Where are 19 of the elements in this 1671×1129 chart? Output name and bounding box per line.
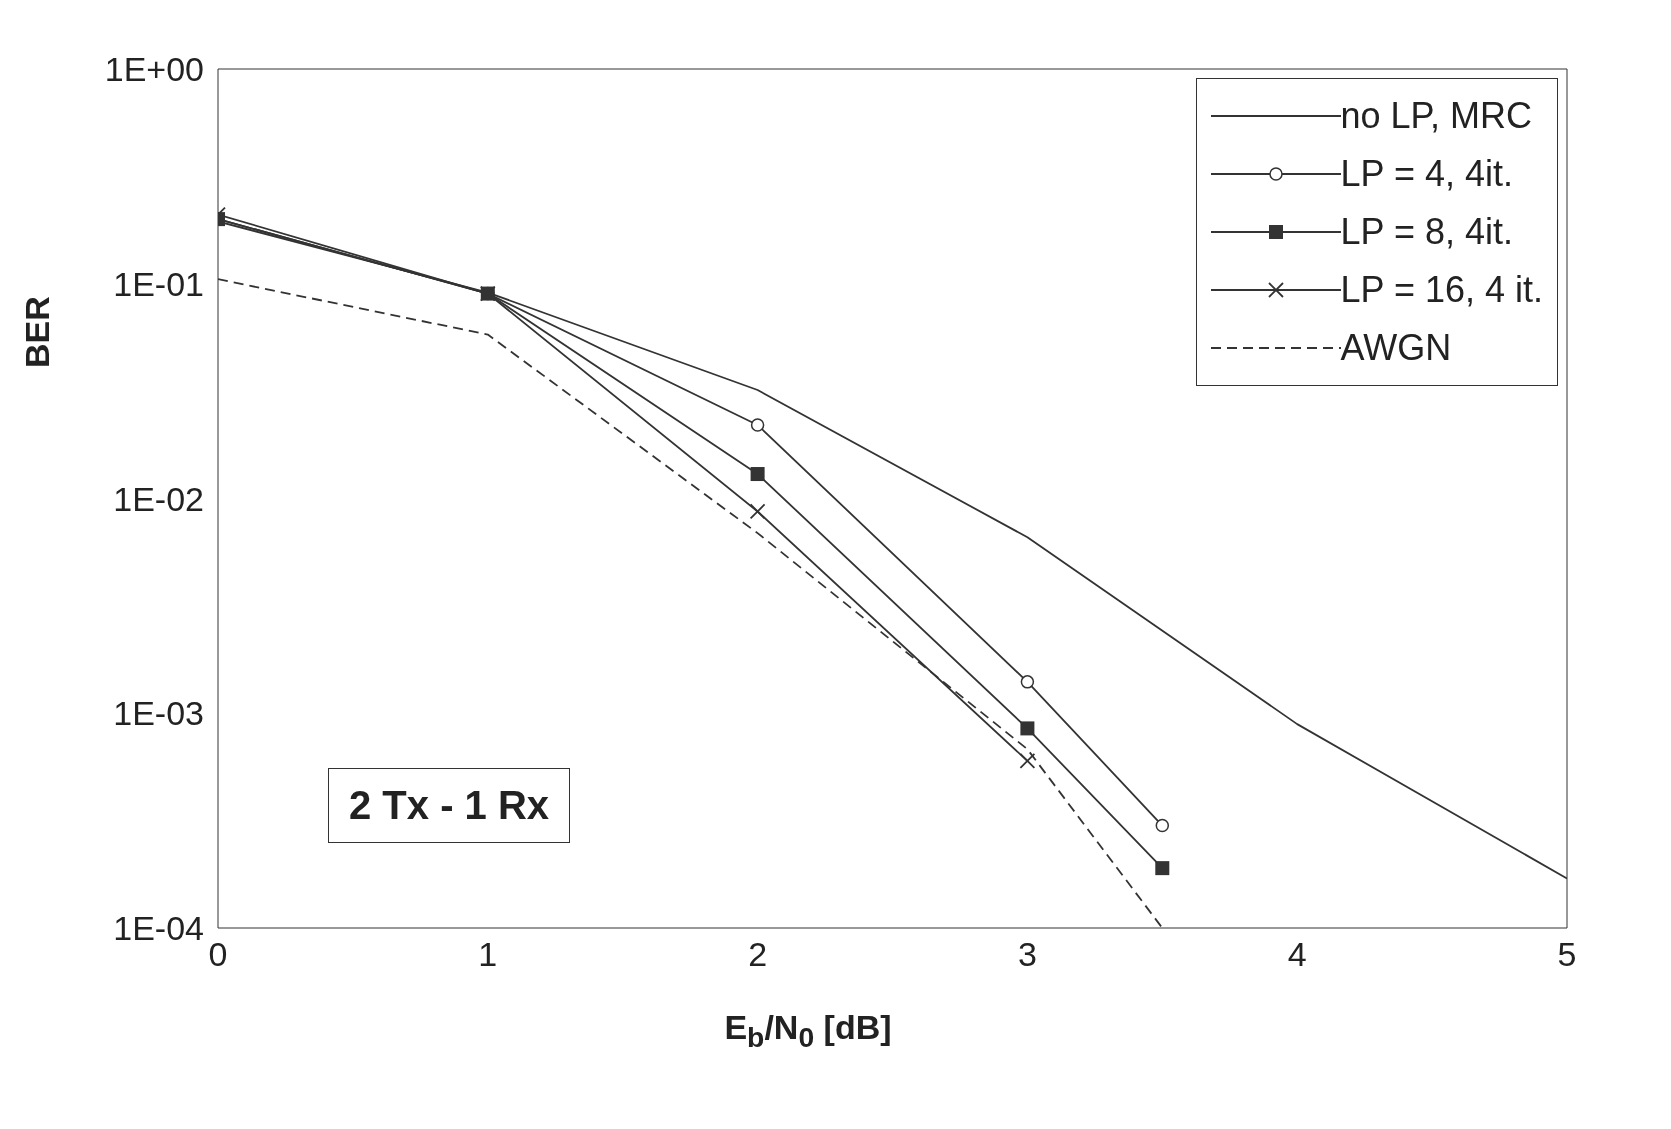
x-axis-title: E$_{b}$/N$_{0}$ [dB] [723,1008,893,1054]
x-tick-label: 0 [208,935,228,974]
x-tick-label: 2 [748,935,768,974]
x-tick-label: 1 [478,935,498,974]
y-tick-label: 1E-04 [113,909,204,948]
y-tick-label: 1E-01 [113,264,204,303]
legend-label: LP = 8, 4it. [1340,211,1513,253]
x-tick-label: 4 [1287,935,1307,974]
y-tick-label: 1E-03 [113,694,204,733]
x-tick-label: 5 [1557,935,1577,974]
x-tick-label: 3 [1017,935,1037,974]
legend-label: LP = 16, 4 it. [1340,269,1543,311]
y-axis-title: BER [18,296,56,368]
annotation: 2 Tx - 1 Rx [328,768,571,843]
legend-label: no LP, MRC [1340,95,1532,137]
y-tick-label: 1E+00 [104,50,204,89]
legend-label: LP = 4, 4it. [1340,153,1513,195]
legend-label: AWGN [1340,327,1452,369]
y-tick-label: 1E-02 [113,479,204,518]
